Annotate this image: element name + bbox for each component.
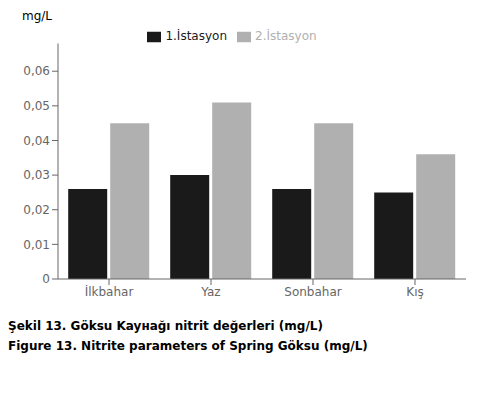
html-text:mg/L: mg/L (22, 9, 52, 23)
html-text:Şekil 13. Göksu Kayнağı nitrit: Şekil 13. Göksu Kayнağı nitrit değerleri… (8, 319, 323, 333)
html-text:1.İstasyon: 1.İstasyon (165, 29, 227, 43)
svg-text:İlkbahar: İlkbahar (85, 284, 134, 299)
svg-text:Yaz: Yaz (200, 285, 220, 299)
svg-text:0,04: 0,04 (23, 134, 50, 148)
html-text:Figure 13. Nitrite parameters: Figure 13. Nitrite parameters of Spring … (8, 339, 368, 353)
svg-text:0,06: 0,06 (23, 64, 50, 78)
svg-text:0,03: 0,03 (23, 168, 50, 182)
svg-text:0,05: 0,05 (23, 99, 50, 113)
svg-text:0: 0 (42, 272, 50, 286)
svg-text:0,01: 0,01 (23, 238, 50, 252)
svg-text:0,02: 0,02 (23, 203, 50, 217)
svg-text:Kış: Kış (406, 285, 423, 299)
svg-text:Sonbahar: Sonbahar (284, 285, 341, 299)
html-text:2.İstasyon: 2.İstasyon (255, 29, 317, 43)
